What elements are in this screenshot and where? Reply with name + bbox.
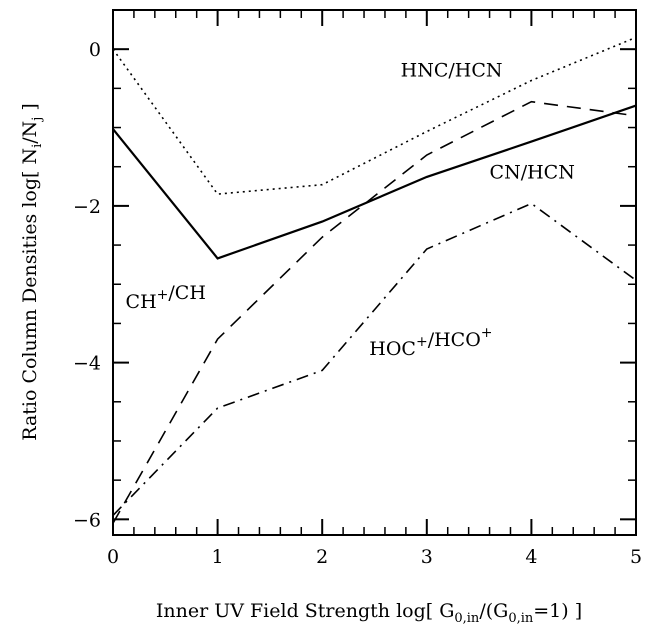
y-tick-label: −4 bbox=[73, 353, 101, 375]
series-line-1 bbox=[112, 104, 637, 260]
x-axis-title: Inner UV Field Strength log[ G0,in/(G0,i… bbox=[156, 600, 582, 626]
series-lines bbox=[112, 36, 637, 524]
axis-ticks bbox=[112, 10, 637, 535]
series-label-0: HNC/HCN bbox=[401, 60, 503, 82]
x-tick-label: 0 bbox=[107, 546, 119, 568]
x-tick-label: 1 bbox=[212, 546, 224, 568]
x-tick-label: 3 bbox=[421, 546, 433, 568]
plot-frame-rect bbox=[112, 9, 637, 536]
y-tick-label: −2 bbox=[73, 196, 101, 218]
series-line-3 bbox=[112, 202, 637, 516]
series-line-2 bbox=[112, 100, 637, 524]
tick-labels: 0 1 2 3 4 5 0 −2 −4 −6 bbox=[73, 39, 642, 568]
series-label-3: HOC+/HCO+ bbox=[369, 325, 492, 360]
series-labels: HNC/HCN CN/HCN CH+/CH HOC+/HCO+ bbox=[126, 60, 575, 360]
y-axis-title: Ratio Column Densities log[ Ni/Nj ] bbox=[19, 103, 45, 441]
x-tick-label: 5 bbox=[630, 546, 642, 568]
y-tick-label: −6 bbox=[73, 509, 101, 531]
y-tick-label: 0 bbox=[89, 39, 101, 61]
series-line-0 bbox=[112, 36, 637, 195]
x-tick-label: 2 bbox=[316, 546, 328, 568]
series-label-1: CN/HCN bbox=[490, 161, 575, 183]
plot-frame bbox=[112, 9, 637, 536]
series-label-2: CH+/CH bbox=[126, 282, 206, 313]
x-tick-label: 4 bbox=[525, 546, 537, 568]
